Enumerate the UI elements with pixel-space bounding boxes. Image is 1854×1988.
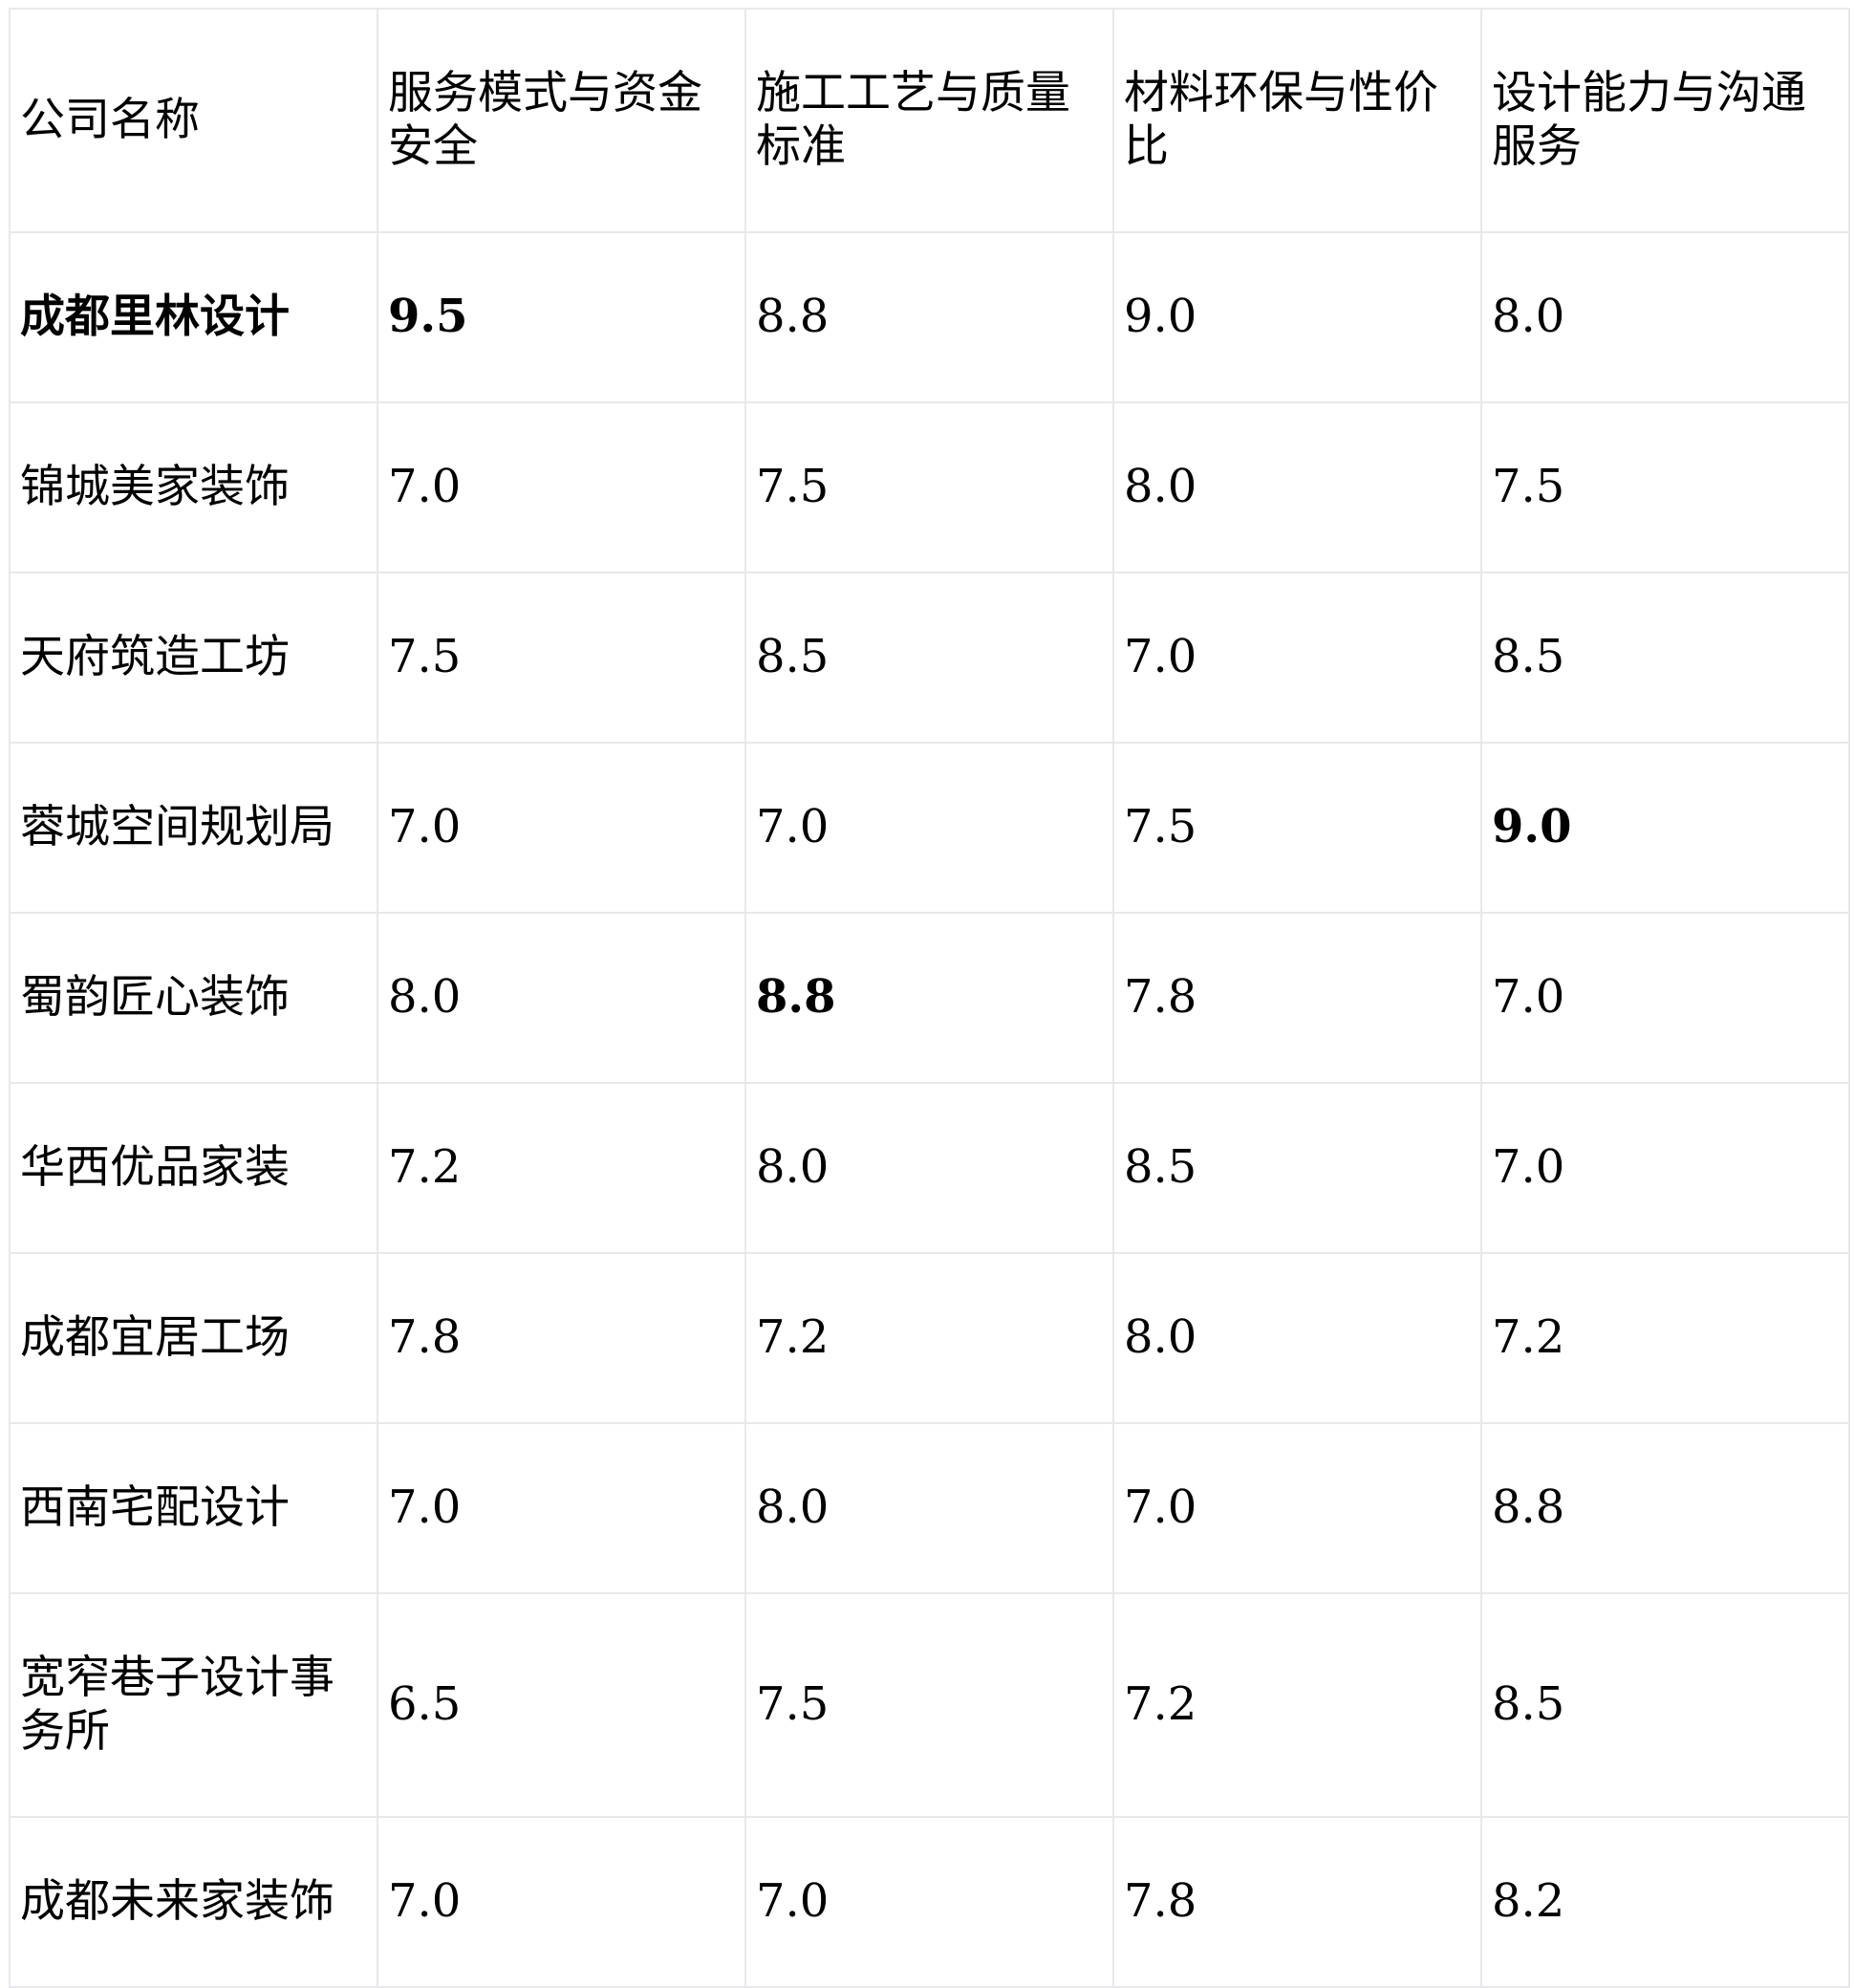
cell-craft-quality: 7.2 (744, 1252, 1114, 1424)
cell-design-communication: 8.8 (1480, 1422, 1850, 1594)
cell-craft-quality: 8.0 (744, 1082, 1114, 1254)
cell-design-communication: 7.5 (1480, 401, 1850, 573)
header-row: 公司名称 服务模式与资金安全 施工工艺与质量标准 材料环保与性价比 设计能力与沟通服务 (9, 8, 1850, 233)
cell-design-communication: 7.0 (1480, 1082, 1850, 1254)
cell-material-value: 7.8 (1112, 912, 1482, 1084)
cell-craft-quality: 7.0 (744, 742, 1114, 914)
cell-service-fund-safety: 9.5 (377, 231, 746, 403)
cell-service-fund-safety: 7.8 (377, 1252, 746, 1424)
cell-craft-quality: 7.0 (744, 1816, 1114, 1988)
cell-design-communication: 8.5 (1480, 572, 1850, 744)
header-craft-quality: 施工工艺与质量标准 (744, 8, 1114, 233)
table-row: 华西优品家装 7.2 8.0 8.5 7.0 (9, 1082, 1850, 1254)
header-design-communication: 设计能力与沟通服务 (1480, 8, 1850, 233)
header-service-fund-safety: 服务模式与资金安全 (377, 8, 746, 233)
cell-company-name: 天府筑造工坊 (9, 572, 378, 744)
cell-design-communication: 9.0 (1480, 742, 1850, 914)
cell-design-communication: 8.0 (1480, 231, 1850, 403)
cell-craft-quality: 8.8 (744, 912, 1114, 1084)
cell-material-value: 7.0 (1112, 572, 1482, 744)
cell-service-fund-safety: 7.0 (377, 742, 746, 914)
cell-design-communication: 8.5 (1480, 1592, 1850, 1818)
cell-material-value: 8.0 (1112, 401, 1482, 573)
header-company-name: 公司名称 (9, 8, 378, 233)
cell-company-name: 成都未来家装饰 (9, 1816, 378, 1988)
cell-material-value: 7.0 (1112, 1422, 1482, 1594)
table-row: 天府筑造工坊 7.5 8.5 7.0 8.5 (9, 572, 1850, 744)
cell-service-fund-safety: 7.0 (377, 401, 746, 573)
cell-company-name: 华西优品家装 (9, 1082, 378, 1254)
cell-material-value: 7.5 (1112, 742, 1482, 914)
header-material-value: 材料环保与性价比 (1112, 8, 1482, 233)
cell-craft-quality: 7.5 (744, 401, 1114, 573)
table-row: 蜀韵匠心装饰 8.0 8.8 7.8 7.0 (9, 912, 1850, 1084)
cell-material-value: 9.0 (1112, 231, 1482, 403)
cell-craft-quality: 8.5 (744, 572, 1114, 744)
table-row: 蓉城空间规划局 7.0 7.0 7.5 9.0 (9, 742, 1850, 914)
cell-company-name: 成都里林设计 (9, 231, 378, 403)
cell-material-value: 8.5 (1112, 1082, 1482, 1254)
cell-service-fund-safety: 7.0 (377, 1816, 746, 1988)
cell-craft-quality: 8.0 (744, 1422, 1114, 1594)
cell-company-name: 成都宜居工场 (9, 1252, 378, 1424)
cell-service-fund-safety: 8.0 (377, 912, 746, 1084)
cell-material-value: 7.8 (1112, 1816, 1482, 1988)
cell-company-name: 蜀韵匠心装饰 (9, 912, 378, 1084)
cell-design-communication: 7.0 (1480, 912, 1850, 1084)
cell-design-communication: 8.2 (1480, 1816, 1850, 1988)
cell-craft-quality: 7.5 (744, 1592, 1114, 1818)
cell-company-name: 宽窄巷子设计事务所 (9, 1592, 378, 1818)
cell-service-fund-safety: 7.5 (377, 572, 746, 744)
cell-service-fund-safety: 7.2 (377, 1082, 746, 1254)
cell-company-name: 西南宅配设计 (9, 1422, 378, 1594)
table-row: 锦城美家装饰 7.0 7.5 8.0 7.5 (9, 401, 1850, 573)
cell-service-fund-safety: 6.5 (377, 1592, 746, 1818)
cell-company-name: 蓉城空间规划局 (9, 742, 378, 914)
table-row: 宽窄巷子设计事务所 6.5 7.5 7.2 8.5 (9, 1592, 1850, 1818)
table-row: 成都未来家装饰 7.0 7.0 7.8 8.2 (9, 1816, 1850, 1988)
table-row: 西南宅配设计 7.0 8.0 7.0 8.8 (9, 1422, 1850, 1594)
company-rating-table: 公司名称 服务模式与资金安全 施工工艺与质量标准 材料环保与性价比 设计能力与沟通服务 … (9, 8, 1850, 1988)
cell-craft-quality: 8.8 (744, 231, 1114, 403)
cell-material-value: 8.0 (1112, 1252, 1482, 1424)
cell-material-value: 7.2 (1112, 1592, 1482, 1818)
cell-company-name: 锦城美家装饰 (9, 401, 378, 573)
cell-service-fund-safety: 7.0 (377, 1422, 746, 1594)
cell-design-communication: 7.2 (1480, 1252, 1850, 1424)
table-row: 成都宜居工场 7.8 7.2 8.0 7.2 (9, 1252, 1850, 1424)
table-row: 成都里林设计 9.5 8.8 9.0 8.0 (9, 231, 1850, 403)
